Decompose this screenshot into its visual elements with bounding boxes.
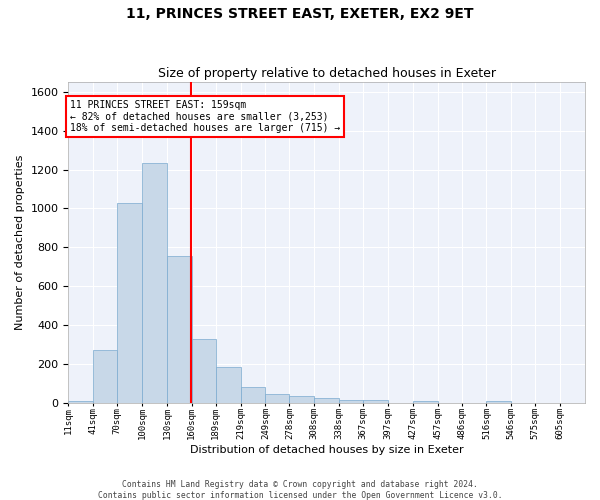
X-axis label: Distribution of detached houses by size in Exeter: Distribution of detached houses by size … — [190, 445, 464, 455]
Y-axis label: Number of detached properties: Number of detached properties — [15, 155, 25, 330]
Bar — [413, 401, 437, 403]
Title: Size of property relative to detached houses in Exeter: Size of property relative to detached ho… — [158, 66, 496, 80]
Bar — [265, 394, 289, 403]
Bar — [216, 367, 241, 403]
Bar — [487, 401, 511, 403]
Bar — [142, 163, 167, 403]
Text: 11, PRINCES STREET EAST, EXETER, EX2 9ET: 11, PRINCES STREET EAST, EXETER, EX2 9ET — [126, 8, 474, 22]
Bar — [363, 400, 388, 403]
Text: 11 PRINCES STREET EAST: 159sqm
← 82% of detached houses are smaller (3,253)
18% : 11 PRINCES STREET EAST: 159sqm ← 82% of … — [70, 100, 340, 133]
Text: Contains HM Land Registry data © Crown copyright and database right 2024.
Contai: Contains HM Land Registry data © Crown c… — [98, 480, 502, 500]
Bar — [167, 256, 192, 403]
Bar — [289, 396, 314, 403]
Bar — [93, 350, 117, 403]
Bar — [192, 339, 216, 403]
Bar — [339, 400, 363, 403]
Bar — [117, 202, 142, 403]
Bar — [314, 398, 339, 403]
Bar — [241, 388, 265, 403]
Bar — [68, 401, 93, 403]
